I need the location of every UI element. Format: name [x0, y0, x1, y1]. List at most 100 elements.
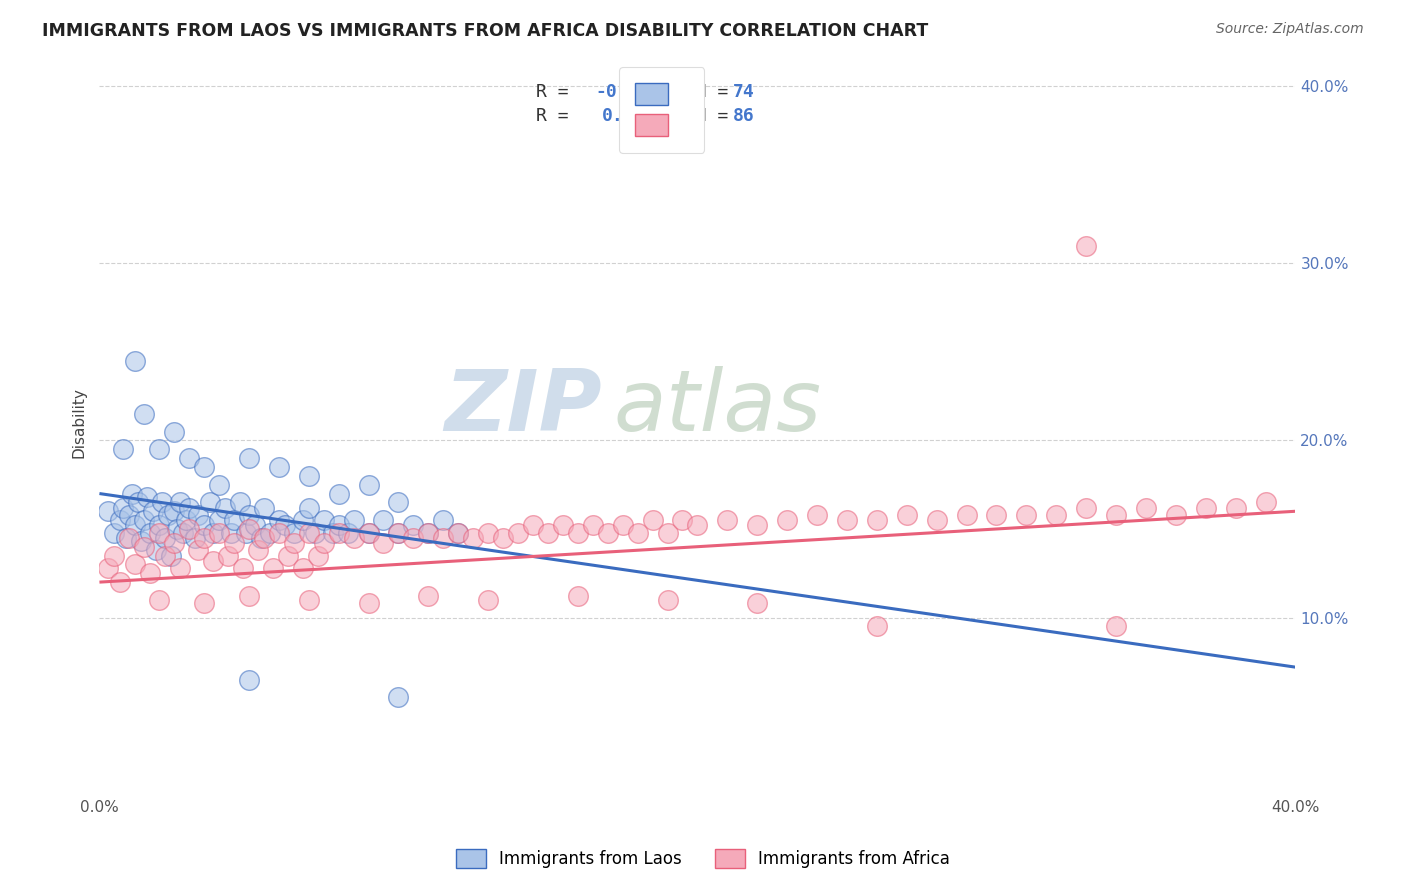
Point [208, 513, 231, 527]
Point [283, 536, 305, 550]
Point [157, 508, 180, 522]
Point [312, 536, 335, 550]
Point [139, 566, 162, 581]
Point [298, 592, 321, 607]
Point [1135, 500, 1157, 515]
Point [179, 522, 201, 536]
Point [477, 592, 499, 607]
Point [463, 531, 485, 545]
Text: -0.254: -0.254 [596, 83, 661, 102]
Text: N =: N = [673, 107, 738, 125]
Point [193, 531, 215, 545]
Point [193, 460, 215, 475]
Point [304, 525, 326, 540]
Point [716, 513, 738, 527]
Point [373, 536, 395, 550]
Point [274, 518, 297, 533]
Point [776, 513, 799, 527]
Point [243, 518, 266, 533]
Point [127, 495, 149, 509]
Point [641, 513, 664, 527]
Point [328, 525, 350, 540]
Point [671, 513, 693, 527]
Point [148, 518, 170, 533]
Point [112, 500, 135, 515]
Point [238, 522, 260, 536]
Point [129, 534, 152, 549]
Point [134, 540, 156, 554]
Point [124, 518, 146, 533]
Point [179, 500, 201, 515]
Point [232, 561, 254, 575]
Point [187, 543, 209, 558]
Point [208, 477, 231, 491]
Point [418, 589, 440, 603]
Point [134, 407, 156, 421]
Point [447, 525, 470, 540]
Point [238, 508, 260, 522]
Point [193, 518, 215, 533]
Point [277, 549, 299, 563]
Point [612, 518, 634, 533]
Point [866, 619, 889, 633]
Point [253, 500, 276, 515]
Point [342, 513, 364, 527]
Point [148, 592, 170, 607]
Text: N =: N = [673, 83, 738, 102]
Point [166, 522, 188, 536]
Point [184, 531, 207, 545]
Point [145, 543, 167, 558]
Point [163, 504, 186, 518]
Point [567, 525, 589, 540]
Point [342, 531, 364, 545]
Point [103, 549, 125, 563]
Text: 0.194: 0.194 [602, 107, 657, 125]
Point [1225, 500, 1247, 515]
Point [250, 531, 273, 545]
Point [1164, 508, 1187, 522]
Point [193, 596, 215, 610]
Point [238, 451, 260, 466]
Point [235, 525, 257, 540]
Point [118, 508, 141, 522]
Point [97, 561, 120, 575]
Point [925, 513, 948, 527]
Text: IMMIGRANTS FROM LAOS VS IMMIGRANTS FROM AFRICA DISABILITY CORRELATION CHART: IMMIGRANTS FROM LAOS VS IMMIGRANTS FROM … [42, 22, 928, 40]
Point [291, 513, 314, 527]
Point [986, 508, 1008, 522]
Point [322, 525, 344, 540]
Point [148, 442, 170, 457]
Point [253, 531, 276, 545]
Point [477, 525, 499, 540]
Point [267, 513, 290, 527]
Text: 74: 74 [734, 83, 755, 102]
Point [402, 531, 425, 545]
Point [246, 543, 269, 558]
Point [222, 536, 245, 550]
Point [267, 460, 290, 475]
Point [432, 513, 454, 527]
Point [262, 561, 284, 575]
Point [1105, 508, 1128, 522]
Point [627, 525, 650, 540]
Y-axis label: Disability: Disability [72, 387, 86, 458]
Point [402, 518, 425, 533]
Point [1015, 508, 1038, 522]
Point [160, 549, 183, 563]
Point [229, 495, 252, 509]
Point [567, 589, 589, 603]
Point [298, 468, 321, 483]
Point [747, 596, 769, 610]
Point [283, 525, 305, 540]
Text: ZIP: ZIP [444, 367, 602, 450]
Point [896, 508, 918, 522]
Point [298, 525, 321, 540]
Text: R =: R = [536, 107, 591, 125]
Point [124, 558, 146, 572]
Point [1195, 500, 1218, 515]
Point [208, 525, 231, 540]
Point [150, 495, 173, 509]
Point [169, 495, 191, 509]
Point [336, 525, 359, 540]
Point [97, 504, 120, 518]
